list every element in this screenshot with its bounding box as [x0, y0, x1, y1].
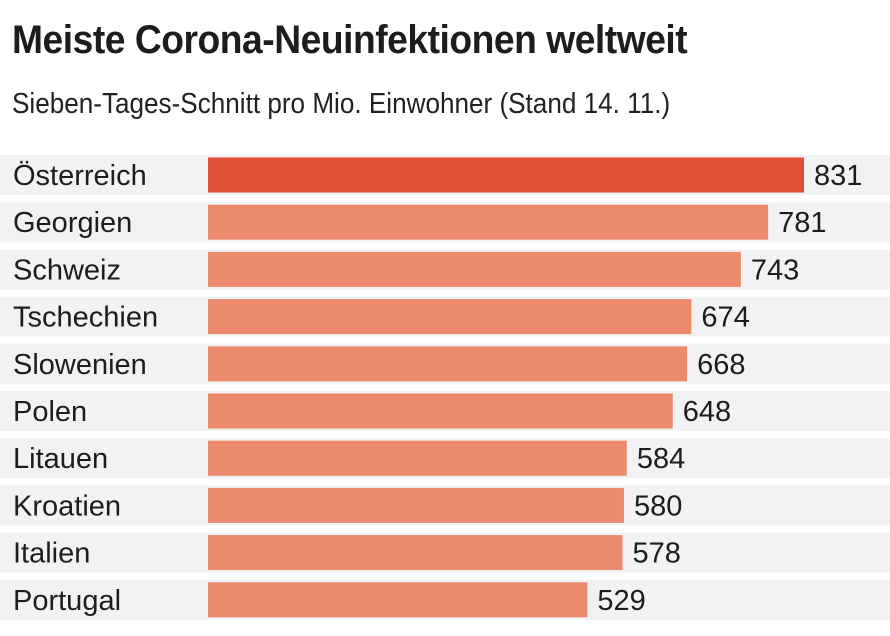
bar: [208, 440, 627, 476]
bar: [208, 487, 624, 523]
value-label: 781: [778, 207, 826, 239]
category-label: Litauen: [13, 443, 108, 475]
value-label: 668: [697, 349, 745, 381]
value-label: 580: [634, 490, 682, 522]
category-label: Schweiz: [13, 254, 121, 286]
value-label: 831: [814, 160, 862, 192]
bar: [208, 157, 804, 193]
bar: [208, 393, 673, 429]
bar: [208, 346, 688, 382]
category-label: Georgien: [13, 207, 132, 239]
bar: [208, 299, 692, 335]
value-label: 743: [751, 254, 799, 286]
value-label: 648: [683, 396, 731, 428]
bar: [208, 582, 588, 618]
category-label: Tschechien: [13, 302, 158, 334]
bar: [208, 204, 769, 240]
category-label: Polen: [13, 396, 87, 428]
bar: [208, 251, 741, 287]
value-label: 584: [637, 443, 685, 475]
category-label: Portugal: [13, 585, 121, 617]
category-label: Österreich: [13, 160, 147, 192]
value-label: 674: [701, 302, 749, 334]
chart-title: Meiste Corona-Neuinfektionen weltweit: [12, 18, 688, 62]
category-label: Kroatien: [13, 490, 121, 522]
category-label: Italien: [13, 538, 90, 570]
category-label: Slowenien: [13, 349, 147, 381]
chart-subtitle: Sieben-Tages-Schnitt pro Mio. Einwohner …: [12, 88, 671, 120]
value-label: 578: [633, 538, 681, 570]
value-label: 529: [597, 585, 645, 617]
bar: [208, 535, 623, 571]
